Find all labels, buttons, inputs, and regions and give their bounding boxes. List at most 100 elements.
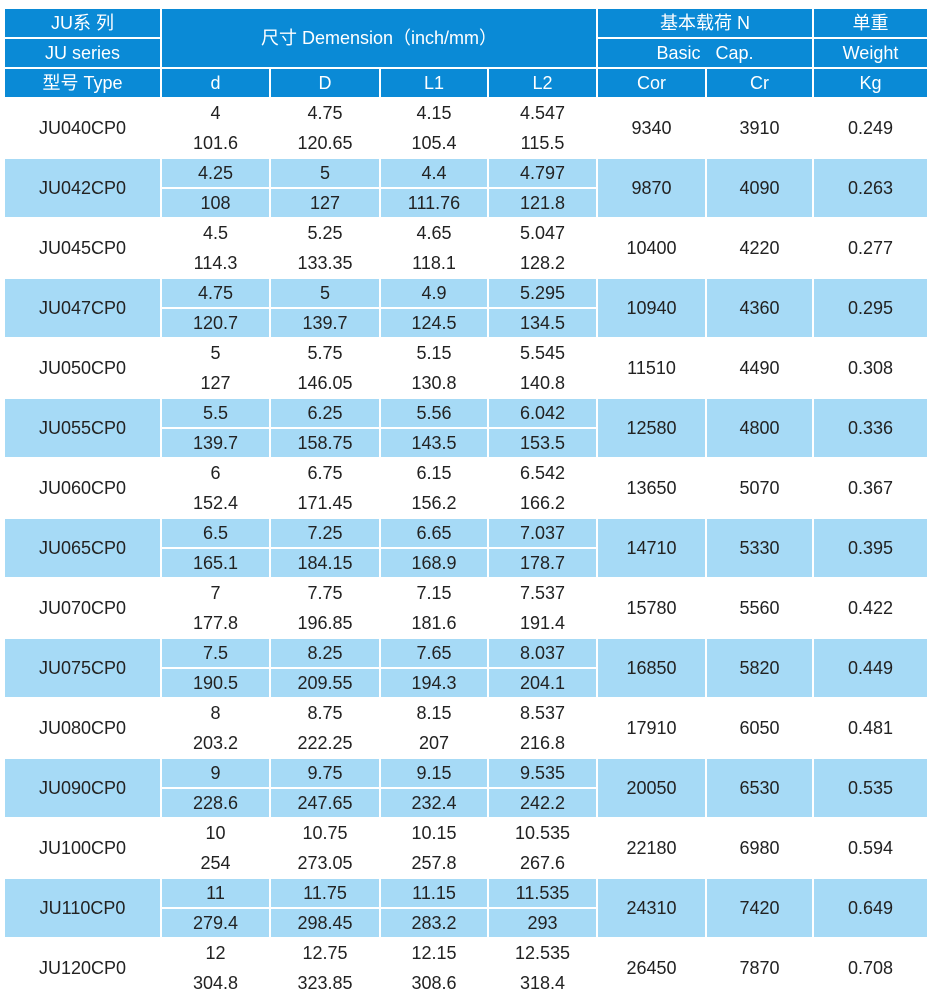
header-col-cr: Cr	[707, 69, 812, 97]
table-row-mm: 120.7 139.7 124.5 134.5	[5, 309, 927, 337]
table-row-mm: 114.3 133.35 118.1 128.2	[5, 249, 927, 277]
D-mm-cell: 146.05	[297, 373, 353, 393]
table-row: JU075CP0 7.5 8.25 7.65 8.037 16850 5820 0.449	[5, 639, 927, 697]
header-col-L1: L1	[381, 69, 487, 97]
L1-mm-cell: 105.4	[411, 133, 457, 153]
L2-mm-cell: 140.8	[519, 373, 566, 393]
weight-cell: 0.308	[847, 358, 894, 378]
table-row-mm: 177.8 196.85 181.6 191.4	[5, 609, 927, 637]
table-row: JU090CP0 9 9.75 9.15 9.535 20050 6530 0.535	[5, 759, 927, 817]
d-inch-cell: 4.75	[162, 279, 269, 307]
L2-inch-cell: 8.537	[519, 703, 566, 723]
D-inch-cell: 5.75	[307, 343, 343, 363]
bearing-spec-table: JU系 列 尺寸 Demension（inch/mm） 基本载荷 N 单重 JU…	[3, 7, 929, 999]
L2-mm-cell: 191.4	[519, 613, 566, 633]
L1-inch-cell: 6.15	[416, 463, 452, 483]
d-mm-cell: 177.8	[192, 613, 239, 633]
weight-cell: 0.535	[814, 759, 927, 817]
d-inch-cell: 10	[205, 823, 226, 843]
L1-mm-cell: 232.4	[381, 789, 487, 817]
table-row: JU080CP0 8 8.75 8.15 8.537 17910 6050 0.481	[5, 699, 927, 738]
d-inch-cell: 12	[205, 943, 226, 963]
header-col-L2: L2	[489, 69, 596, 97]
L2-mm-cell: 204.1	[489, 669, 596, 697]
cr-cell: 3910	[739, 118, 780, 138]
table-row-mm: 254 273.05 257.8 267.6	[5, 849, 927, 877]
L1-inch-cell: 5.56	[381, 399, 487, 427]
D-mm-cell: 298.45	[271, 909, 379, 937]
D-mm-cell: 273.05	[297, 853, 353, 873]
L2-inch-cell: 10.535	[514, 823, 571, 843]
cor-cell: 16850	[598, 639, 705, 697]
L1-mm-cell: 124.5	[381, 309, 487, 337]
d-mm-cell: 139.7	[162, 429, 269, 457]
type-cell: JU055CP0	[5, 399, 160, 457]
cr-cell: 5330	[707, 519, 812, 577]
L2-mm-cell: 318.4	[519, 973, 566, 993]
table-row: JU050CP0 5 5.75 5.15 5.545 11510 4490 0.308	[5, 339, 927, 378]
cr-cell: 7870	[739, 958, 780, 978]
L1-inch-cell: 5.15	[416, 343, 452, 363]
d-inch-cell: 7	[210, 583, 221, 603]
d-mm-cell: 254	[200, 853, 231, 873]
L2-mm-cell: 153.5	[489, 429, 596, 457]
L2-mm-cell: 166.2	[519, 493, 566, 513]
L2-mm-cell: 178.7	[489, 549, 596, 577]
cor-cell: 26450	[626, 958, 677, 978]
type-cell: JU060CP0	[38, 478, 127, 498]
cr-cell: 4490	[739, 358, 780, 378]
D-inch-cell: 8.25	[271, 639, 379, 667]
d-mm-cell: 190.5	[162, 669, 269, 697]
L1-inch-cell: 4.4	[381, 159, 487, 187]
d-inch-cell: 7.5	[162, 639, 269, 667]
D-inch-cell: 10.75	[302, 823, 348, 843]
d-mm-cell: 228.6	[162, 789, 269, 817]
table-row-mm: 152.4 171.45 156.2 166.2	[5, 489, 927, 517]
cor-cell: 17910	[626, 718, 677, 738]
D-mm-cell: 139.7	[271, 309, 379, 337]
cr-cell: 5560	[739, 598, 780, 618]
L2-mm-cell: 216.8	[519, 733, 566, 753]
D-inch-cell: 5	[271, 279, 379, 307]
L1-mm-cell: 130.8	[411, 373, 457, 393]
d-inch-cell: 4.5	[202, 223, 229, 243]
weight-cell: 0.295	[814, 279, 927, 337]
D-mm-cell: 222.25	[297, 733, 353, 753]
L1-mm-cell: 181.6	[411, 613, 457, 633]
type-cell: JU100CP0	[38, 838, 127, 858]
d-inch-cell: 5.5	[162, 399, 269, 427]
type-cell: JU042CP0	[5, 159, 160, 217]
d-inch-cell: 5	[210, 343, 221, 363]
L1-mm-cell: 308.6	[411, 973, 457, 993]
weight-cell: 0.649	[814, 879, 927, 937]
L2-mm-cell: 121.8	[489, 189, 596, 217]
cr-cell: 6530	[707, 759, 812, 817]
table-row-mm: 190.5 209.55 194.3 204.1	[5, 669, 927, 697]
D-inch-cell: 7.75	[307, 583, 343, 603]
D-inch-cell: 4.75	[307, 103, 343, 123]
cor-cell: 9340	[631, 118, 672, 138]
L1-mm-cell: 283.2	[381, 909, 487, 937]
L1-inch-cell: 11.15	[381, 879, 487, 907]
cor-cell: 13650	[626, 478, 677, 498]
header-col-D: D	[271, 69, 379, 97]
L2-mm-cell: 293	[489, 909, 596, 937]
type-cell: JU045CP0	[38, 238, 127, 258]
L2-inch-cell: 12.535	[514, 943, 571, 963]
L1-inch-cell: 7.65	[381, 639, 487, 667]
table-row: JU070CP0 7 7.75 7.15 7.537 15780 5560 0.422	[5, 579, 927, 618]
L2-inch-cell: 7.037	[489, 519, 596, 547]
L1-inch-cell: 6.65	[381, 519, 487, 547]
D-mm-cell: 247.65	[271, 789, 379, 817]
d-mm-cell: 108	[162, 189, 269, 217]
table-row: JU055CP0 5.5 6.25 5.56 6.042 12580 4800 0.336	[5, 399, 927, 457]
L1-inch-cell: 9.15	[381, 759, 487, 787]
table-row-mm: 304.8 323.85 308.6 318.4	[5, 969, 927, 997]
d-inch-cell: 4.25	[162, 159, 269, 187]
type-cell: JU080CP0	[38, 718, 127, 738]
type-cell: JU050CP0	[38, 358, 127, 378]
table-row: JU040CP0 4 4.75 4.15 4.547 9340 3910 0.249	[5, 99, 927, 138]
L2-inch-cell: 11.535	[489, 879, 596, 907]
L2-mm-cell: 115.5	[520, 133, 565, 153]
D-inch-cell: 5.25	[307, 223, 343, 243]
